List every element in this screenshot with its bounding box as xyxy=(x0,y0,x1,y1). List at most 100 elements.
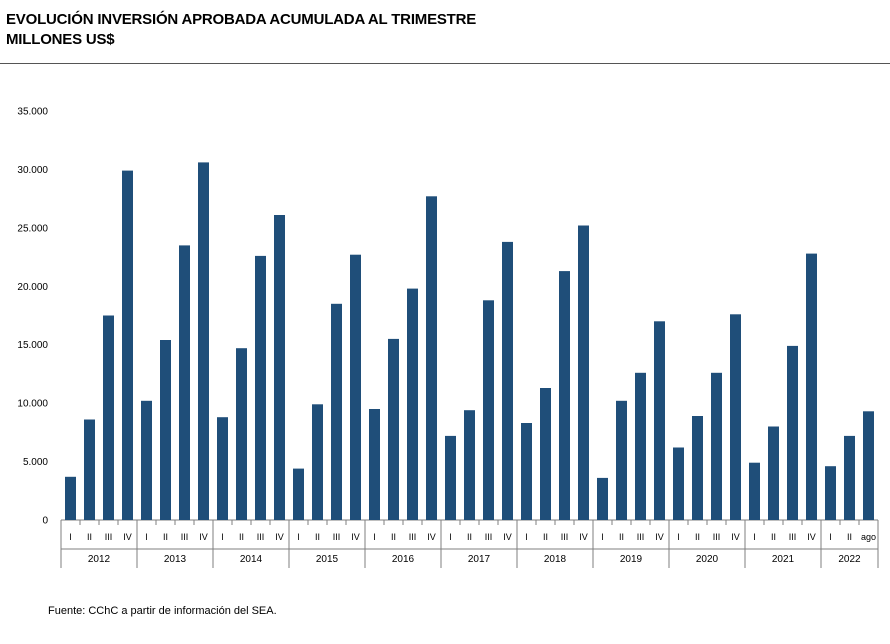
bar-2022-II xyxy=(844,435,855,520)
year-tick-label: 2018 xyxy=(544,554,567,565)
bar-2012-II xyxy=(84,419,95,520)
year-tick-label: 2012 xyxy=(88,554,111,565)
bar-2012-III xyxy=(103,315,114,520)
source-note: Fuente: CChC a partir de información del… xyxy=(48,605,277,617)
bar-2014-IV xyxy=(274,215,285,520)
year-tick-label: 2013 xyxy=(164,554,187,565)
quarter-tick-label: II xyxy=(771,532,776,542)
quarter-tick-label: I xyxy=(297,532,300,542)
bar-2015-II xyxy=(312,404,323,520)
chart-title: EVOLUCIÓN INVERSIÓN APROBADA ACUMULADA A… xyxy=(6,10,476,50)
bar-2020-I xyxy=(673,447,684,520)
quarter-tick-label: IV xyxy=(351,532,360,542)
bar-2013-II xyxy=(160,340,171,520)
quarter-tick-label: III xyxy=(561,532,569,542)
quarter-tick-label: III xyxy=(637,532,645,542)
quarter-tick-label: IV xyxy=(199,532,208,542)
year-tick-label: 2014 xyxy=(240,554,263,565)
bar-2021-III xyxy=(787,345,798,520)
quarter-tick-label: I xyxy=(525,532,528,542)
quarter-tick-label: IV xyxy=(503,532,512,542)
quarter-tick-label: II xyxy=(695,532,700,542)
quarter-tick-label: III xyxy=(257,532,265,542)
bar-chart: 0 5.000 10.000 15.000 20.000 25.000 30.000 35.0… xyxy=(17,107,879,568)
quarter-tick-label: I xyxy=(753,532,756,542)
y-tick-label: 25.000 xyxy=(17,223,48,234)
quarter-tick-label: III xyxy=(181,532,189,542)
year-tick-label: 2016 xyxy=(392,554,415,565)
bar-2014-III xyxy=(255,255,266,520)
year-tick-label: 2015 xyxy=(316,554,339,565)
y-tick-label: 10.000 xyxy=(17,399,48,410)
bar-2018-III xyxy=(559,271,570,520)
bar-2018-II xyxy=(540,388,551,520)
bar-2013-I xyxy=(141,400,152,520)
quarter-tick-label: III xyxy=(789,532,797,542)
bar-2017-I xyxy=(445,435,456,520)
bar-2014-I xyxy=(217,417,228,520)
bar-2021-IV xyxy=(806,253,817,520)
quarter-tick-label: II xyxy=(619,532,624,542)
bar-2013-IV xyxy=(198,162,209,520)
quarter-tick-label: III xyxy=(713,532,721,542)
y-tick-label: 30.000 xyxy=(17,165,48,176)
quarter-tick-label: I xyxy=(373,532,376,542)
y-tick-label: 5.000 xyxy=(23,457,48,468)
quarter-tick-label: II xyxy=(543,532,548,542)
bar-2020-II xyxy=(692,416,703,520)
quarter-tick-label: I xyxy=(829,532,832,542)
bar-2018-I xyxy=(521,423,532,520)
bar-2019-I xyxy=(597,477,608,520)
bar-2017-IV xyxy=(502,241,513,520)
bar-2021-II xyxy=(768,426,779,520)
year-tick-label: 2022 xyxy=(838,554,861,565)
quarter-tick-label: IV xyxy=(123,532,132,542)
bar-2015-IV xyxy=(350,254,361,520)
title-line-1: EVOLUCIÓN INVERSIÓN APROBADA ACUMULADA A… xyxy=(6,11,477,28)
quarter-tick-label: I xyxy=(69,532,72,542)
quarter-tick-label: IV xyxy=(807,532,816,542)
quarter-tick-label: II xyxy=(467,532,472,542)
bar-2018-IV xyxy=(578,225,589,520)
quarter-tick-label: III xyxy=(333,532,341,542)
bar-2021-I xyxy=(749,462,760,520)
quarter-tick-label: II xyxy=(315,532,320,542)
year-tick-label: 2019 xyxy=(620,554,643,565)
title-line-2: MILLONES US$ xyxy=(6,31,115,48)
bar-2020-III xyxy=(711,372,722,520)
quarter-tick-label: IV xyxy=(427,532,436,542)
quarter-tick-label: IV xyxy=(655,532,664,542)
bar-2019-III xyxy=(635,372,646,520)
bar-2016-III xyxy=(407,288,418,520)
bar-2015-III xyxy=(331,303,342,520)
quarter-tick-label: III xyxy=(105,532,113,542)
quarter-tick-label: I xyxy=(677,532,680,542)
quarter-tick-label: I xyxy=(449,532,452,542)
y-tick-label: 20.000 xyxy=(17,282,48,293)
bar-2017-III xyxy=(483,300,494,520)
y-tick-label: 0 xyxy=(42,516,48,527)
bar-2022-I xyxy=(825,466,836,520)
bar-2020-IV xyxy=(730,314,741,520)
bar-2014-II xyxy=(236,348,247,520)
bar-2016-IV xyxy=(426,196,437,521)
year-tick-label: 2021 xyxy=(772,554,795,565)
quarter-tick-label: IV xyxy=(275,532,284,542)
quarter-tick-label: I xyxy=(145,532,148,542)
bar-2013-III xyxy=(179,245,190,520)
quarter-tick-label: III xyxy=(485,532,493,542)
bar-2016-I xyxy=(369,409,380,520)
quarter-tick-label: I xyxy=(601,532,604,542)
bar-2012-IV xyxy=(122,170,133,520)
y-tick-label: 35.000 xyxy=(17,107,48,118)
bar-2016-II xyxy=(388,338,399,520)
y-tick-label: 15.000 xyxy=(17,340,48,351)
bar-2019-II xyxy=(616,400,627,520)
bar-2017-II xyxy=(464,410,475,520)
year-tick-label: 2020 xyxy=(696,554,719,565)
title-divider xyxy=(0,63,890,64)
quarter-tick-label: II xyxy=(391,532,396,542)
quarter-tick-label: II xyxy=(847,532,852,542)
quarter-tick-label: II xyxy=(87,532,92,542)
bar-2012-I xyxy=(65,476,76,520)
